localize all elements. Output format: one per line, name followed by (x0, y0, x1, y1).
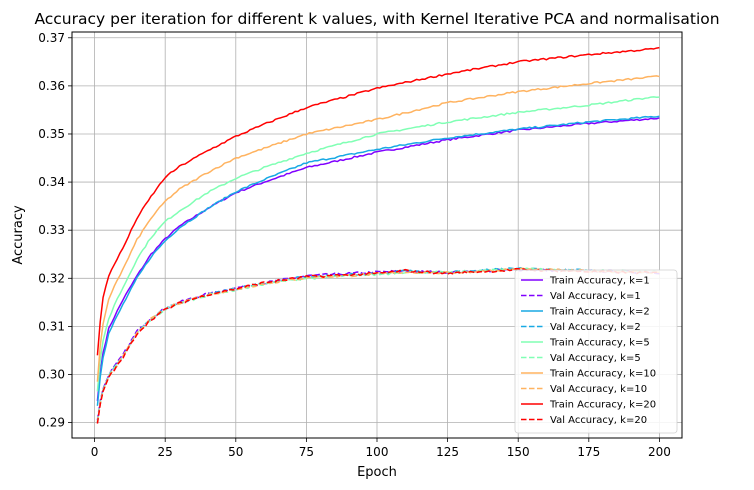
legend-box (514, 269, 678, 434)
y-tick-label: 0.36 (38, 79, 65, 93)
series-line-8 (96, 46, 660, 356)
x-tick-label: 75 (299, 445, 314, 459)
x-tick-label: 25 (158, 445, 173, 459)
series-line-2 (96, 115, 660, 406)
y-tick-label: 0.33 (38, 223, 65, 237)
x-axis-label: Epoch (357, 465, 397, 480)
legend-label: Val Accuracy, k=10 (550, 384, 647, 395)
series-line-3 (96, 267, 660, 423)
series-line-6 (96, 75, 660, 382)
chart-title: Accuracy per iteration for different k v… (34, 10, 719, 28)
legend-label: Train Accuracy, k=20 (549, 400, 656, 411)
y-axis-label: Accuracy (11, 205, 26, 265)
x-axis: 0 25 50 75 100 125 150 175 200 (91, 438, 671, 459)
legend-label: Train Accuracy, k=1 (549, 276, 650, 287)
y-tick-label: 0.34 (38, 175, 65, 189)
y-tick-label: 0.37 (38, 31, 65, 45)
y-tick-label: 0.29 (38, 416, 65, 430)
y-tick-label: 0.35 (38, 127, 65, 141)
legend-label: Val Accuracy, k=5 (550, 353, 641, 364)
x-tick-label: 150 (507, 445, 530, 459)
x-tick-label: 50 (228, 445, 243, 459)
x-tick-label: 125 (436, 445, 459, 459)
x-tick-label: 175 (577, 445, 600, 459)
legend-label: Train Accuracy, k=10 (549, 369, 656, 380)
series-line-4 (96, 96, 660, 392)
y-tick-label: 0.30 (38, 368, 65, 382)
x-tick-label: 100 (366, 445, 389, 459)
y-tick-label: 0.32 (38, 271, 65, 285)
legend-label: Val Accuracy, k=2 (550, 322, 641, 333)
x-tick-label: 200 (648, 445, 671, 459)
y-axis: 0.29 0.30 0.31 0.32 0.33 0.34 0.35 0.36 0.37 (38, 31, 72, 430)
x-tick-label: 0 (91, 445, 99, 459)
y-tick-label: 0.31 (38, 319, 65, 333)
series-line-0 (96, 117, 660, 402)
legend-label: Val Accuracy, k=1 (550, 291, 641, 302)
legend-label: Val Accuracy, k=20 (550, 415, 647, 426)
legend: Train Accuracy, k=1 Val Accuracy, k=1 Trai… (514, 269, 678, 434)
legend-label: Train Accuracy, k=5 (549, 338, 650, 349)
legend-label: Train Accuracy, k=2 (549, 307, 650, 318)
series-lines (96, 46, 660, 424)
